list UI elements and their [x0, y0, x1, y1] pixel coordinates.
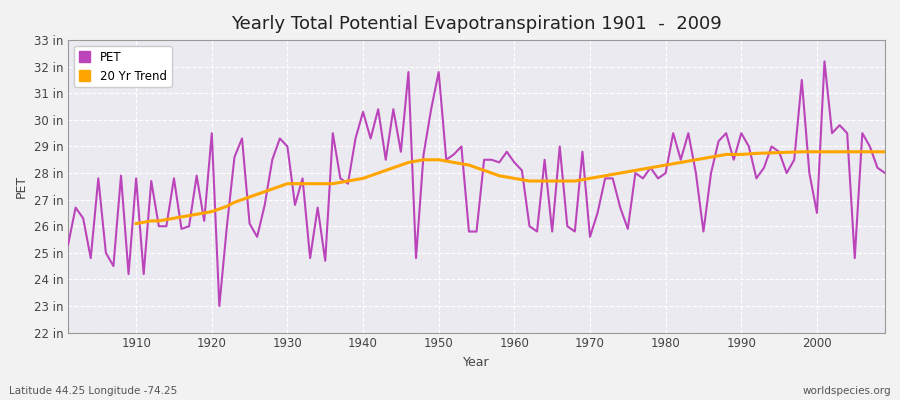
Text: worldspecies.org: worldspecies.org — [803, 386, 891, 396]
Y-axis label: PET: PET — [15, 175, 28, 198]
Text: Latitude 44.25 Longitude -74.25: Latitude 44.25 Longitude -74.25 — [9, 386, 177, 396]
X-axis label: Year: Year — [464, 356, 490, 369]
Title: Yearly Total Potential Evapotranspiration 1901  -  2009: Yearly Total Potential Evapotranspiratio… — [231, 15, 722, 33]
Legend: PET, 20 Yr Trend: PET, 20 Yr Trend — [74, 46, 172, 87]
